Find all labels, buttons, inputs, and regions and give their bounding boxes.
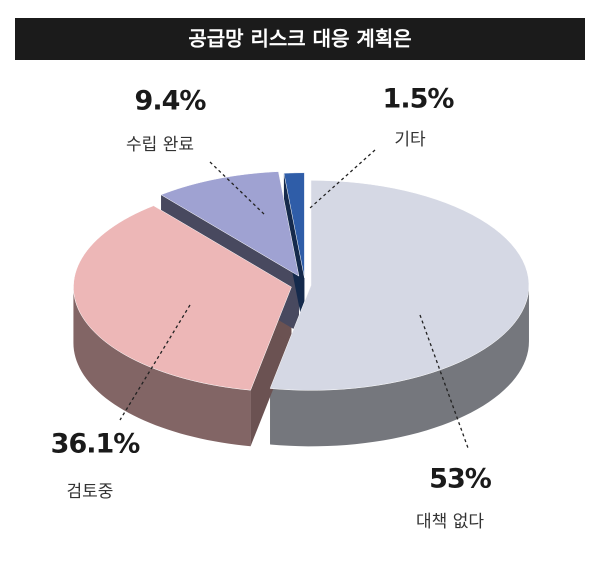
value-label: 36.1%: [51, 429, 141, 460]
category-label: 기타: [394, 130, 426, 150]
value-label: 1.5%: [383, 84, 455, 115]
category-label: 검토중: [67, 482, 114, 502]
slice: [160, 171, 300, 277]
leader-line: [309, 149, 376, 209]
title-bar: [15, 18, 585, 60]
slice-side: [270, 285, 529, 447]
chart-title: 공급망 리스크 대응 계획은: [188, 27, 411, 51]
pie: [73, 171, 530, 447]
category-label: 수립 완료: [126, 135, 194, 155]
slice-tops: [73, 171, 530, 391]
value-label: 53%: [429, 464, 492, 495]
leaders: [119, 149, 469, 449]
leader-line: [209, 161, 266, 216]
value-label: 9.4%: [135, 86, 207, 117]
slice: [73, 205, 292, 391]
leader-line: [119, 304, 191, 421]
slice-side: [73, 287, 251, 447]
slice: [283, 172, 305, 278]
category-label: 대책 없다: [416, 512, 484, 532]
slice: [269, 180, 530, 391]
